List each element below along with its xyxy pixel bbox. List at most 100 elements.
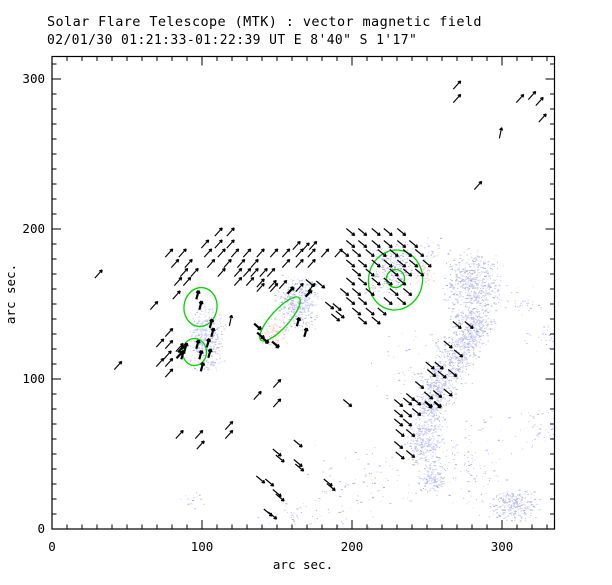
magnetic-vector	[226, 239, 235, 249]
magnetic-vector	[308, 240, 318, 250]
magnetic-vector	[396, 240, 407, 249]
magnetic-vector	[425, 361, 435, 370]
magnetic-vector	[464, 321, 474, 330]
magnetic-vector	[304, 289, 313, 298]
magnetic-vector	[351, 268, 362, 277]
magnetic-vector	[253, 390, 262, 400]
magnetic-vector	[371, 240, 381, 249]
magnetic-vector	[217, 248, 226, 258]
x-tick-label: 300	[491, 539, 514, 554]
magnetic-vector	[177, 344, 186, 354]
magnetic-vector	[443, 388, 453, 397]
magnetic-vector	[535, 96, 544, 106]
magnetic-vector	[175, 429, 184, 439]
magnetic-vector	[155, 357, 165, 367]
magnetic-vector	[164, 357, 174, 367]
magnetic-vector	[164, 327, 174, 337]
magnetic-vector	[281, 258, 291, 268]
magnetic-vector	[292, 240, 301, 250]
magnetic-vector	[164, 368, 174, 378]
magnetic-vector	[389, 288, 399, 297]
magnetic-vector	[411, 408, 422, 417]
magnetic-vector	[250, 267, 259, 277]
plot-subtitle: 02/01/30 01:21:33-01:22:39 UT E 8'40" S …	[47, 33, 417, 48]
magnetic-vector	[326, 483, 336, 492]
magnetic-vector	[393, 418, 404, 427]
magnetic-vector	[396, 259, 407, 268]
magnetic-vector	[203, 248, 213, 258]
magnetic-vector	[210, 327, 216, 338]
axis-ticks	[51, 56, 555, 530]
magnetic-vector	[272, 398, 282, 408]
magnetic-vector	[184, 258, 193, 268]
magnetic-vector	[422, 259, 432, 268]
x-tick-label: 200	[341, 539, 364, 554]
magnetic-vector	[179, 267, 189, 277]
magnetic-vector	[183, 342, 189, 353]
negative-flux-speckles	[180, 237, 556, 528]
magnetic-vector	[320, 248, 330, 258]
magnetic-vector	[315, 280, 326, 289]
x-tick-label: 0	[48, 539, 56, 554]
plot-title: Solar Flare Telescope (MTK) : vector mag…	[47, 14, 482, 30]
magnetic-vector	[307, 258, 316, 268]
magnetic-vector	[405, 450, 416, 459]
magnetic-vector	[365, 307, 375, 316]
magnetic-vector	[498, 127, 504, 139]
magnetic-vector	[198, 349, 204, 360]
magnetic-vector	[233, 276, 243, 286]
magnetic-vector	[170, 258, 180, 268]
magnetic-vector	[149, 300, 159, 310]
magnetic-vector	[405, 429, 416, 438]
magnetic-vector	[233, 267, 243, 277]
magnetic-vector	[242, 248, 252, 258]
magnetic-vector	[377, 249, 387, 258]
magnetic-vector	[339, 288, 350, 297]
magnetic-vector	[396, 277, 407, 286]
magnetic-vector	[473, 180, 483, 190]
y-tick-label: 200	[22, 221, 45, 236]
magnetic-vector	[345, 240, 356, 249]
magnetic-vector	[396, 228, 407, 237]
magnetic-vector	[371, 228, 381, 237]
magnetic-vector	[371, 316, 381, 325]
magnetic-vector	[452, 80, 462, 90]
magnetic-vector	[408, 240, 419, 249]
magnetic-vector	[295, 316, 302, 327]
magnetic-vector	[414, 249, 425, 258]
magnetic-vector	[278, 279, 288, 289]
magnetic-vector	[269, 248, 279, 258]
magnetic-vector	[180, 349, 186, 360]
magnetic-vector	[195, 289, 201, 300]
magnetic-vector	[371, 277, 381, 286]
magnetic-vector	[194, 429, 204, 439]
magnetic-vector	[402, 288, 413, 297]
magnetic-vector	[393, 409, 404, 418]
magnetic-vector	[214, 239, 223, 249]
magnetic-vector	[94, 269, 103, 279]
magnetic-vector	[250, 258, 259, 268]
magnetic-vector	[190, 267, 199, 277]
magnetic-vector	[155, 338, 165, 348]
magnetic-vector	[206, 258, 216, 268]
magnetic-vector	[357, 277, 368, 286]
magnetic-vector	[434, 361, 444, 370]
magnetic-vector	[383, 228, 393, 237]
magnetic-vector	[272, 378, 282, 388]
magnetic-vector	[389, 249, 399, 258]
magnetic-vector	[437, 370, 447, 379]
magnetic-vector	[267, 511, 278, 520]
magnetic-vector	[253, 322, 262, 331]
magnetic-vector	[163, 350, 172, 360]
magnetic-vector	[453, 349, 464, 358]
magnetic-vector	[365, 249, 375, 258]
magnetic-vector	[383, 297, 393, 306]
magnetic-vector	[275, 493, 285, 502]
magnetic-vector	[224, 429, 234, 439]
magnetic-vector	[217, 267, 226, 277]
magnetic-vector	[264, 478, 275, 487]
magnetic-vector	[377, 307, 387, 316]
magnetic-vector	[402, 397, 413, 406]
magnetic-vector	[395, 451, 405, 460]
